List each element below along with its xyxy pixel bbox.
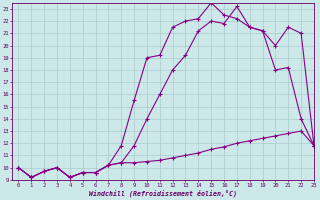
X-axis label: Windchill (Refroidissement éolien,°C): Windchill (Refroidissement éolien,°C) bbox=[89, 190, 237, 197]
